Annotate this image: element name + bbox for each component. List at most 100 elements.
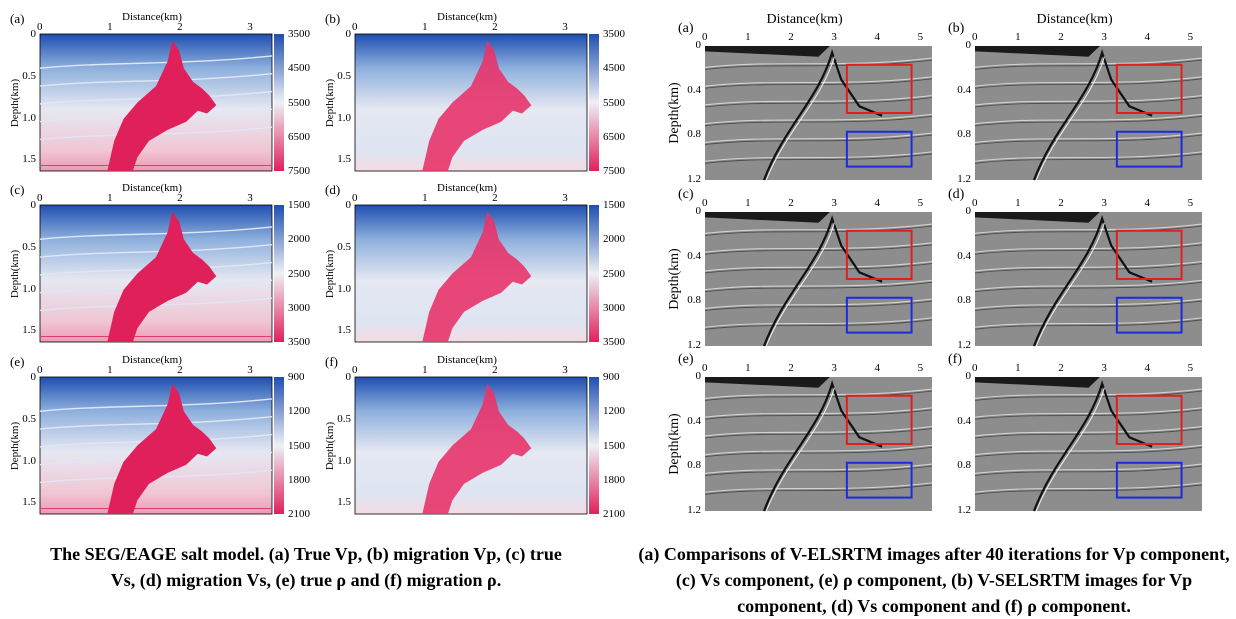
x-tick: 3 [831,31,837,43]
x-tick: 5 [1187,31,1194,43]
y-tick: 1.0 [337,282,351,295]
y-axis-title: Depth(km) [667,248,682,310]
x-axis-title: Distance(km) [1036,12,1113,27]
x-tick: 4 [1144,31,1151,43]
right-caption: (a) Comparisons of V-ELSRTM images after… [638,544,1230,616]
y-tick: 1.5 [337,153,351,166]
x-tick: 3 [247,192,253,204]
y-tick: 0 [345,199,352,211]
y-tick: 0.8 [957,294,971,307]
y-axis-title: Depth(km) [324,421,336,470]
migration-panel-e [704,377,933,512]
colorbar-tick: 900 [603,371,620,383]
y-tick: 0 [695,370,702,382]
x-tick: 2 [788,31,794,43]
x-tick: 4 [874,197,881,209]
y-tick: 1.0 [337,454,351,467]
panel-label: (e) [678,352,694,367]
colorbar-tick: 1200 [603,405,625,418]
y-tick: 0.5 [337,240,351,253]
x-tick: 2 [492,192,498,204]
x-tick: 1 [1015,362,1021,374]
colorbar-tick: 3500 [603,28,625,40]
panel-label: (d) [948,187,965,202]
x-tick: 3 [562,364,568,376]
y-tick: 0 [965,205,972,217]
panel-label: (e) [10,354,25,369]
y-tick: 1.5 [337,324,351,337]
x-axis-title: Distance(km) [437,11,497,23]
y-tick: 1.5 [337,496,351,509]
x-tick: 1 [745,362,751,374]
y-tick: 1.2 [687,339,701,351]
y-tick: 0 [965,39,972,51]
colorbar-tick: 1800 [288,473,310,486]
x-tick: 2 [1058,197,1064,209]
x-tick: 3 [562,192,568,204]
colorbar-tick: 3000 [603,301,625,314]
migration-panel-c [704,212,933,347]
x-tick: 2 [788,362,794,374]
x-tick: 5 [1187,362,1194,374]
x-axis-title: Distance(km) [437,182,497,194]
x-tick: 1 [107,192,113,204]
y-tick: 1.5 [22,496,36,509]
y-axis-title: Depth(km) [9,78,21,127]
velocity-panel-f [354,376,588,515]
colorbar [589,34,599,171]
colorbar-tick: 2000 [603,233,625,246]
y-tick: 0 [695,39,702,51]
migration-panel-d [974,212,1203,347]
x-tick: 3 [1101,31,1107,43]
x-tick: 0 [702,362,708,374]
x-tick: 1 [107,21,113,33]
y-tick: 0.8 [687,459,701,472]
colorbar-tick: 4500 [603,62,625,75]
colorbar [274,377,284,514]
x-tick: 3 [831,197,837,209]
x-tick: 3 [247,21,253,33]
panel-label: (b) [325,11,341,26]
colorbar-tick: 1500 [603,199,625,211]
x-tick: 3 [562,21,568,33]
x-tick: 0 [702,197,708,209]
x-tick: 3 [831,362,837,374]
left-caption: The SEG/EAGE salt model. (a) True Vp, (b… [50,544,562,590]
y-tick: 1.2 [687,504,701,516]
y-tick: 0.5 [337,412,351,425]
x-tick: 1 [107,364,113,376]
y-tick: 1.2 [957,504,971,516]
colorbar [274,34,284,171]
x-tick: 2 [1058,31,1064,43]
y-tick: 0 [30,28,37,40]
colorbar-tick: 1500 [288,199,310,211]
x-axis-title: Distance(km) [122,11,182,23]
x-tick: 3 [247,364,253,376]
y-tick: 0.8 [957,128,971,141]
y-tick: 0.4 [687,249,701,262]
x-tick: 4 [874,31,881,43]
panel-label: (c) [678,187,694,202]
colorbar-tick: 1500 [288,439,310,452]
colorbar-tick: 1500 [603,439,625,452]
colorbar-tick: 7500 [288,165,310,177]
y-tick: 0 [30,371,37,383]
x-tick: 5 [917,362,924,374]
x-tick: 2 [1058,362,1064,374]
x-tick: 0 [352,192,358,204]
colorbar-tick: 3500 [603,336,625,348]
x-tick: 2 [177,21,183,33]
y-axis-title: Depth(km) [324,249,336,298]
x-axis-title: Distance(km) [122,354,182,366]
x-tick: 5 [917,31,924,43]
y-tick: 0.4 [957,83,971,96]
migration-panel-f [974,377,1203,512]
x-tick: 0 [702,31,708,43]
y-tick: 0.4 [687,83,701,96]
y-tick: 1.0 [22,282,36,295]
y-tick: 1.5 [22,153,36,166]
x-tick: 1 [1015,197,1021,209]
y-tick: 0.5 [22,412,36,425]
y-tick: 1.2 [957,339,971,351]
panel-label: (d) [325,182,341,197]
